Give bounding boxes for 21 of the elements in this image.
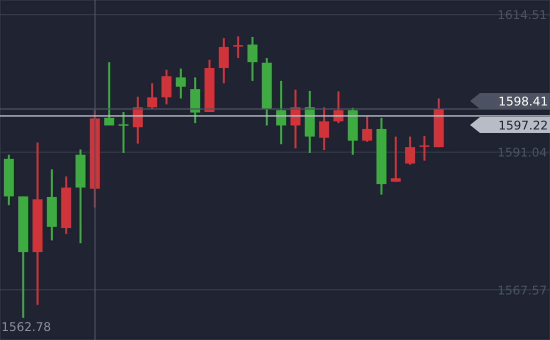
price-tag: 1597.22 — [470, 116, 550, 133]
ref-line-label: 1597.22 — [498, 118, 548, 132]
candlestick — [247, 36, 258, 82]
candlestick — [147, 82, 158, 110]
candlestick — [362, 116, 372, 143]
price-tag: 1598.41 — [470, 92, 550, 109]
candlestick — [190, 76, 200, 124]
candlestick — [104, 61, 114, 126]
candlestick — [276, 80, 286, 146]
candlestick — [319, 106, 330, 152]
candlestick — [333, 90, 344, 124]
annotation: 1562.78 — [1, 320, 51, 334]
candlestick — [176, 68, 186, 100]
candlestick — [419, 135, 430, 162]
ref-line-label: 1598.41 — [498, 94, 548, 108]
candlestick — [118, 110, 129, 154]
candlestick — [390, 136, 401, 183]
candlestick — [218, 37, 229, 84]
candlestick — [405, 136, 416, 166]
candlestick — [233, 35, 244, 60]
candlestick — [161, 68, 172, 106]
